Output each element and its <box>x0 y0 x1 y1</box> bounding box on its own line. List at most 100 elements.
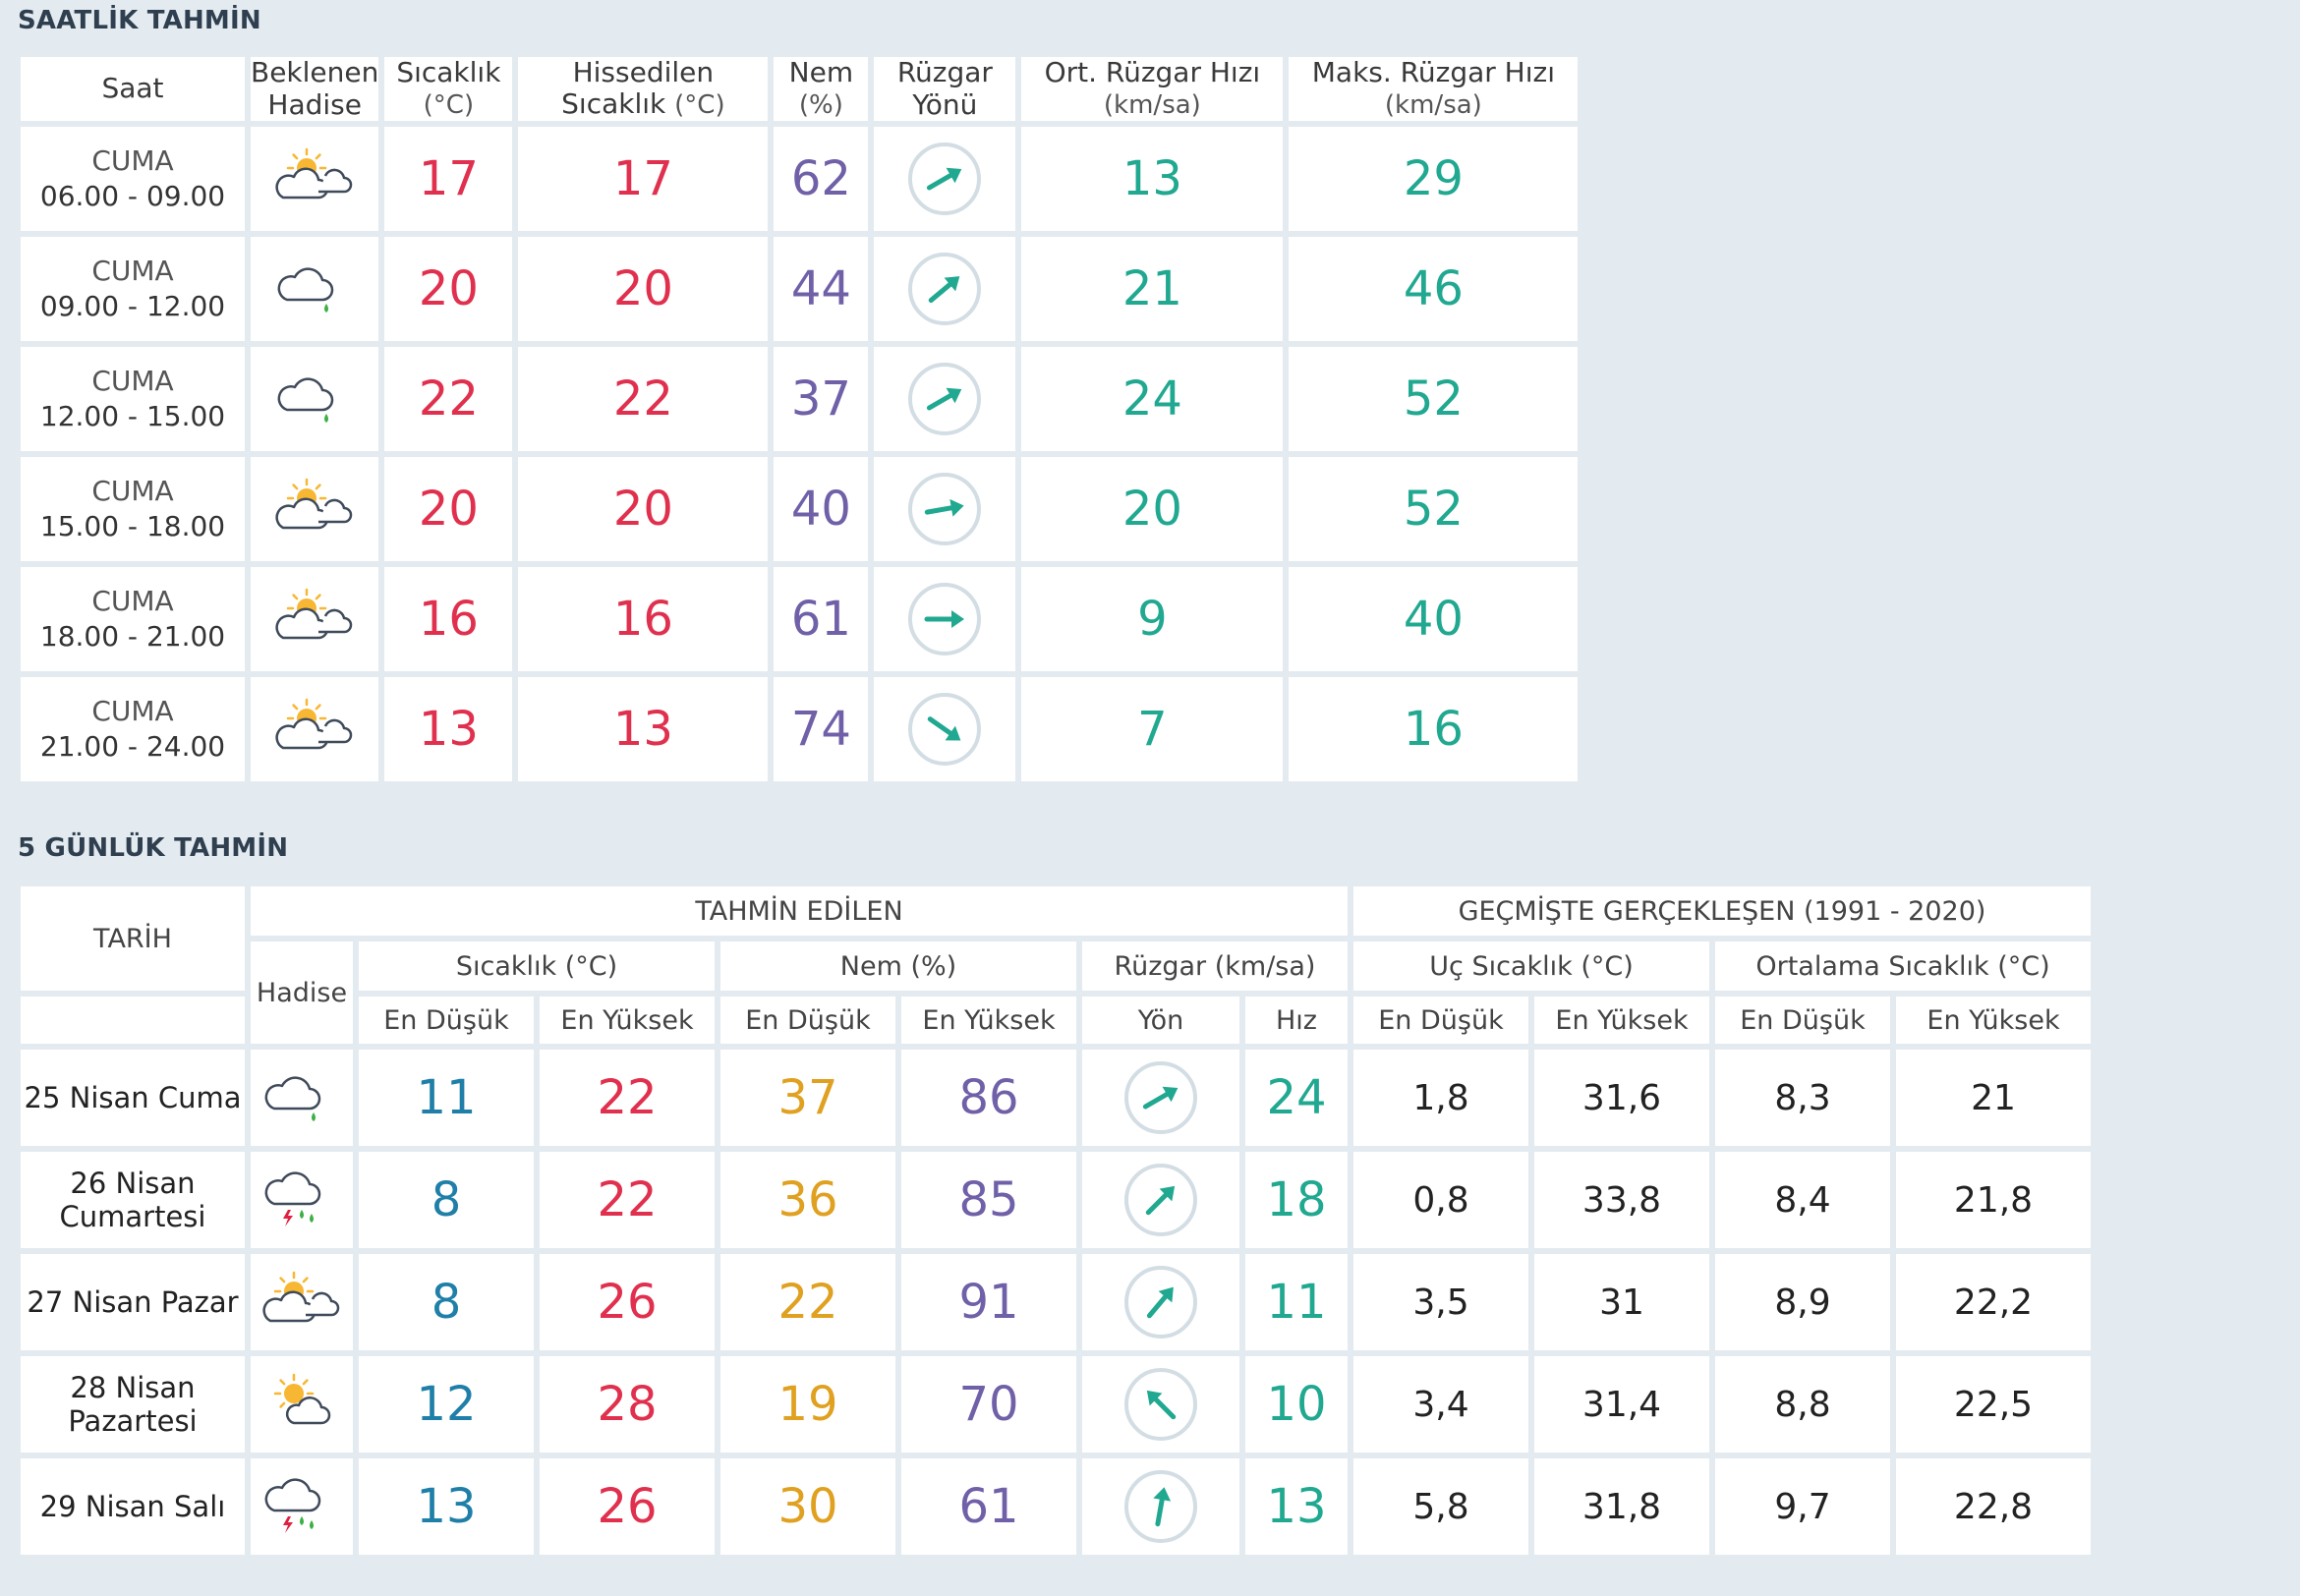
partly-sunny-icon <box>251 127 379 232</box>
humidity-min-value: 36 <box>720 1152 895 1248</box>
header-ort-en-dusuk: En Düşük <box>1715 997 1890 1044</box>
date-cell: 26 Nisan Cumartesi <box>21 1152 245 1248</box>
average-min-value: 9,7 <box>1715 1458 1890 1555</box>
humidity-value: 40 <box>774 457 869 562</box>
daily-row: 28 Nisan Pazartesi 12 28 19 70 10 3,4 31… <box>21 1356 2091 1453</box>
wind-direction-icon <box>1082 1254 1239 1350</box>
header-uc-en-dusuk: En Düşük <box>1353 997 1528 1044</box>
partly-sunny-icon <box>251 1254 353 1350</box>
wind-avg-value: 13 <box>1021 127 1284 232</box>
daily-row: 27 Nisan Pazar 8 26 22 91 11 3,5 31 8,9 … <box>21 1254 2091 1350</box>
time-cell: CUMA 21.00 - 24.00 <box>21 677 245 782</box>
thunderstorm-icon <box>251 1152 353 1248</box>
header-uc-sicaklik: Uç Sıcaklık (°C) <box>1353 941 1709 991</box>
header-ort-ruzgar: Ort. Rüzgar Hızı (km/sa) <box>1021 56 1284 122</box>
header-gecmiste: GEÇMİŞTE GERÇEKLEŞEN (1991 - 2020) <box>1353 886 2091 936</box>
header-nem: Nem (%) <box>720 941 1076 991</box>
thunderstorm-icon <box>251 1458 353 1555</box>
hourly-row: CUMA 06.00 - 09.00 17 17 62 13 29 <box>21 127 1579 232</box>
wind-avg-value: 21 <box>1021 237 1284 342</box>
extreme-min-value: 3,4 <box>1353 1356 1528 1453</box>
extreme-max-value: 31,8 <box>1534 1458 1709 1555</box>
wind-direction-icon <box>1082 1356 1239 1453</box>
humidity-max-value: 91 <box>901 1254 1076 1350</box>
feels-like-value: 20 <box>518 457 769 562</box>
temp-value: 20 <box>384 237 513 342</box>
time-cell: CUMA 12.00 - 15.00 <box>21 347 245 452</box>
temp-value: 20 <box>384 457 513 562</box>
feels-like-value: 13 <box>518 677 769 782</box>
wind-direction-icon <box>1082 1050 1239 1146</box>
header-nem-en-dusuk: En Düşük <box>720 997 895 1044</box>
header-maks-ruzgar: Maks. Rüzgar Hızı (km/sa) <box>1289 56 1579 122</box>
header-nem: Nem (%) <box>774 56 869 122</box>
extreme-min-value: 5,8 <box>1353 1458 1528 1555</box>
wind-avg-value: 9 <box>1021 567 1284 672</box>
wind-direction-icon <box>1082 1152 1239 1248</box>
header-tarih: TARİH <box>21 886 245 991</box>
time-cell: CUMA 18.00 - 21.00 <box>21 567 245 672</box>
header-hissedilen: Hissedilen Sıcaklık (°C) <box>518 56 769 122</box>
average-min-value: 8,8 <box>1715 1356 1890 1453</box>
average-max-value: 21 <box>1896 1050 2091 1146</box>
average-min-value: 8,9 <box>1715 1254 1890 1350</box>
date-cell: 28 Nisan Pazartesi <box>21 1356 245 1453</box>
date-cell: 25 Nisan Cuma <box>21 1050 245 1146</box>
header-ort-sicaklik: Ortalama Sıcaklık (°C) <box>1715 941 2091 991</box>
partly-sunny-icon <box>251 677 379 782</box>
header-hadise: Hadise <box>251 941 353 1044</box>
time-cell: CUMA 09.00 - 12.00 <box>21 237 245 342</box>
temp-max-value: 22 <box>540 1152 715 1248</box>
average-min-value: 8,4 <box>1715 1152 1890 1248</box>
feels-like-value: 20 <box>518 237 769 342</box>
wind-speed-value: 24 <box>1245 1050 1348 1146</box>
feels-like-value: 17 <box>518 127 769 232</box>
average-max-value: 21,8 <box>1896 1152 2091 1248</box>
cloud-rain-icon <box>251 1050 353 1146</box>
feels-like-value: 16 <box>518 567 769 672</box>
temp-min-value: 13 <box>359 1458 534 1555</box>
average-max-value: 22,5 <box>1896 1356 2091 1453</box>
wind-max-value: 46 <box>1289 237 1579 342</box>
temp-max-value: 26 <box>540 1458 715 1555</box>
extreme-max-value: 31 <box>1534 1254 1709 1350</box>
date-cell: 29 Nisan Salı <box>21 1458 245 1555</box>
hourly-row: CUMA 09.00 - 12.00 20 20 44 21 46 <box>21 237 1579 342</box>
partly-sunny-icon <box>251 567 379 672</box>
temp-max-value: 28 <box>540 1356 715 1453</box>
wind-max-value: 40 <box>1289 567 1579 672</box>
extreme-max-value: 31,4 <box>1534 1356 1709 1453</box>
header-hadise: Beklenen Hadise <box>251 56 379 122</box>
feels-like-value: 22 <box>518 347 769 452</box>
wind-direction-icon <box>874 677 1016 782</box>
cloud-rain-icon <box>251 347 379 452</box>
daily-section-title: 5 GÜNLÜK TAHMİN <box>18 833 289 863</box>
cloud-rain-icon <box>251 237 379 342</box>
wind-max-value: 52 <box>1289 347 1579 452</box>
temp-value: 13 <box>384 677 513 782</box>
header-sicaklik: Sıcaklık (°C) <box>384 56 513 122</box>
wind-speed-value: 11 <box>1245 1254 1348 1350</box>
humidity-min-value: 30 <box>720 1458 895 1555</box>
wind-direction-icon <box>874 347 1016 452</box>
wind-direction-icon <box>874 127 1016 232</box>
wind-avg-value: 20 <box>1021 457 1284 562</box>
extreme-min-value: 1,8 <box>1353 1050 1528 1146</box>
humidity-value: 37 <box>774 347 869 452</box>
header-hiz: Hız <box>1245 997 1348 1044</box>
header-nem-en-yuksek: En Yüksek <box>901 997 1076 1044</box>
extreme-min-value: 0,8 <box>1353 1152 1528 1248</box>
temp-value: 16 <box>384 567 513 672</box>
hourly-row: CUMA 12.00 - 15.00 22 22 37 24 52 <box>21 347 1579 452</box>
hourly-row: CUMA 21.00 - 24.00 13 13 74 7 16 <box>21 677 1579 782</box>
wind-direction-icon <box>874 457 1016 562</box>
hourly-forecast-table: Saat Beklenen Hadise Sıcaklık (°C) Hissed… <box>15 51 1583 787</box>
daily-row: 25 Nisan Cuma 11 22 37 86 24 1,8 31,6 8,… <box>21 1050 2091 1146</box>
humidity-min-value: 19 <box>720 1356 895 1453</box>
header-tahmin-edilen: TAHMİN EDİLEN <box>251 886 1348 936</box>
daily-row: 29 Nisan Salı 13 26 30 61 13 5,8 31,8 9,… <box>21 1458 2091 1555</box>
average-max-value: 22,2 <box>1896 1254 2091 1350</box>
sunny-cloud-icon <box>251 1356 353 1453</box>
temp-value: 17 <box>384 127 513 232</box>
wind-avg-value: 24 <box>1021 347 1284 452</box>
